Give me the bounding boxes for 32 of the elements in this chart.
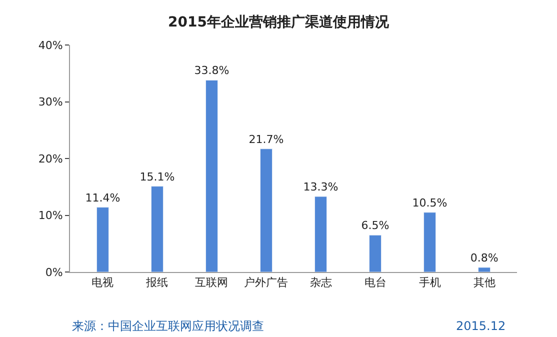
- y-tick-label: 20%: [38, 152, 63, 166]
- data-label: 10.5%: [412, 196, 448, 210]
- bar: [205, 80, 218, 272]
- y-tick-label: 10%: [38, 209, 63, 222]
- y-tick-label: 0%: [45, 266, 63, 279]
- x-tick-label: 其他: [473, 276, 496, 290]
- data-label: 33.8%: [194, 64, 230, 78]
- x-tick-label: 户外广告: [244, 276, 288, 290]
- data-label: 13.3%: [303, 180, 338, 194]
- bar: [478, 267, 491, 272]
- x-tick-label: 电视: [92, 276, 114, 290]
- source-note: 来源：中国企业互联网应用状况调查: [72, 319, 264, 333]
- x-tick-label: 杂志: [310, 276, 332, 290]
- data-label: 6.5%: [361, 219, 390, 232]
- bar: [96, 207, 109, 272]
- bar: [260, 148, 272, 272]
- chart-title: 2015年企业营销推广渠道使用情况: [168, 14, 390, 31]
- text: 2015.12: [456, 319, 506, 333]
- y-tick-label: 40%: [38, 38, 63, 52]
- bar: [150, 186, 164, 272]
- bar: [369, 234, 382, 272]
- data-label: 21.7%: [248, 132, 284, 146]
- bar: [314, 196, 327, 272]
- x-tick-label: 电台: [364, 276, 386, 290]
- data-label: 0.8%: [470, 251, 498, 264]
- data-label: 11.4%: [85, 191, 120, 204]
- x-tick-label: 报纸: [145, 276, 168, 290]
- bar: [424, 212, 436, 272]
- x-tick-label: 互联网: [195, 276, 228, 290]
- y-tick-label: 30%: [38, 96, 63, 109]
- data-label: 15.1%: [140, 170, 175, 184]
- x-tick-label: 手机: [418, 276, 441, 290]
